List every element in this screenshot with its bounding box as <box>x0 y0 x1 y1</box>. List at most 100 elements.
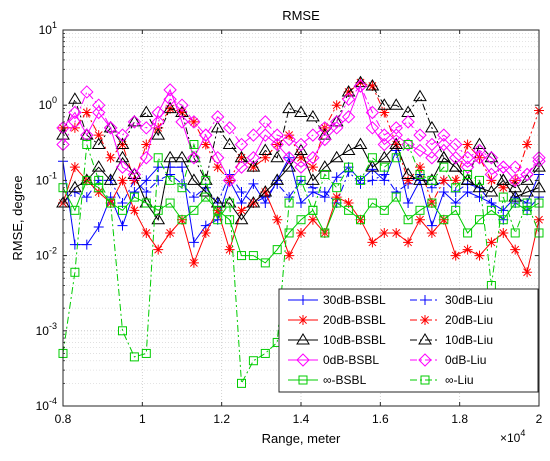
diamond-marker <box>222 173 237 188</box>
triangle-marker <box>270 173 285 185</box>
plus-marker <box>129 187 140 198</box>
star-marker <box>379 107 390 118</box>
star-marker <box>272 214 283 225</box>
diamond-marker <box>418 353 432 367</box>
legend-item-20db-liu: 20dB-Liu <box>410 313 493 327</box>
legend-item-liu: ∞-Liu <box>410 373 474 387</box>
legend-label: 30dB-Liu <box>445 293 493 307</box>
plus-marker <box>69 239 80 250</box>
triangle-marker <box>508 180 523 193</box>
square-marker <box>213 205 223 215</box>
square-marker <box>415 205 425 215</box>
square-marker <box>94 175 104 185</box>
plus-marker <box>367 175 378 186</box>
square-marker <box>298 375 308 385</box>
plus-marker <box>177 162 187 173</box>
square-marker <box>272 245 282 255</box>
triangle-marker <box>68 92 82 104</box>
triangle-marker <box>472 180 487 193</box>
triangle-marker <box>306 109 320 122</box>
plus-marker <box>117 220 128 231</box>
triangle-marker <box>258 185 273 197</box>
star-marker <box>105 152 116 163</box>
diamond-marker <box>401 115 415 129</box>
x-tick-label: 1.4 <box>293 412 310 426</box>
triangle-marker <box>103 120 118 133</box>
plus-marker <box>474 192 485 203</box>
triangle-marker <box>341 84 356 97</box>
star-marker <box>367 237 378 248</box>
triangle-marker <box>448 160 463 172</box>
triangle-marker <box>484 150 499 163</box>
triangle-marker <box>91 137 106 150</box>
triangle-marker <box>520 173 534 185</box>
square-marker <box>129 192 139 202</box>
legend-label: 20dB-BSBL <box>323 313 386 327</box>
diamond-marker <box>210 151 225 165</box>
diamond-marker <box>294 137 308 152</box>
x-tick-label: 1 <box>139 412 146 426</box>
star-marker <box>307 162 318 173</box>
diamond-marker <box>246 128 261 142</box>
triangle-marker <box>270 150 285 163</box>
triangle-marker <box>282 160 296 172</box>
square-marker <box>356 215 365 225</box>
diamond-marker <box>151 115 165 129</box>
triangle-marker <box>246 196 261 208</box>
star-marker <box>298 315 308 325</box>
square-marker <box>367 198 377 208</box>
star-marker <box>260 152 271 163</box>
diamond-marker <box>448 137 463 152</box>
triangle-marker <box>296 333 310 345</box>
plus-marker <box>248 178 259 189</box>
square-marker <box>415 169 425 179</box>
diamond-marker <box>139 151 154 165</box>
y-tick-label: 10-4 <box>36 396 57 413</box>
plus-marker <box>343 166 354 177</box>
diamond-marker <box>294 160 308 174</box>
star-marker <box>474 250 485 261</box>
square-marker <box>82 175 92 185</box>
star-marker <box>177 107 187 118</box>
diamond-marker <box>520 167 534 182</box>
plus-marker <box>141 187 152 198</box>
triangle-marker <box>294 105 308 117</box>
diamond-marker <box>318 121 332 135</box>
diamond-marker <box>282 151 296 165</box>
star-marker <box>141 227 152 238</box>
plus-marker <box>403 198 414 209</box>
star-marker <box>438 175 449 186</box>
diamond-marker <box>175 115 189 129</box>
square-marker <box>118 326 127 336</box>
square-marker <box>141 198 151 208</box>
star-marker <box>248 162 259 173</box>
diamond-marker <box>103 121 118 135</box>
star-marker <box>236 152 247 163</box>
triangle-marker <box>520 185 534 197</box>
star-marker <box>391 227 402 238</box>
square-marker <box>510 228 520 238</box>
star-marker <box>498 227 509 238</box>
star-marker <box>403 237 414 248</box>
triangle-marker <box>389 137 404 150</box>
star-marker <box>510 244 521 255</box>
square-marker <box>367 153 377 163</box>
diamond-marker <box>377 128 392 142</box>
square-marker <box>403 140 413 150</box>
square-marker <box>332 183 342 193</box>
square-marker <box>391 192 401 202</box>
square-marker <box>260 258 270 268</box>
diamond-marker <box>341 92 356 106</box>
square-marker <box>522 205 532 215</box>
star-marker <box>236 205 247 216</box>
diamond-marker <box>187 115 201 129</box>
star-marker <box>129 205 140 216</box>
diamond-marker <box>80 85 94 99</box>
square-marker <box>82 140 92 150</box>
star-marker <box>117 175 128 186</box>
square-marker <box>189 140 199 150</box>
plus-marker <box>236 187 247 198</box>
star-marker <box>153 244 164 255</box>
star-marker <box>69 162 80 173</box>
square-marker <box>141 348 151 358</box>
